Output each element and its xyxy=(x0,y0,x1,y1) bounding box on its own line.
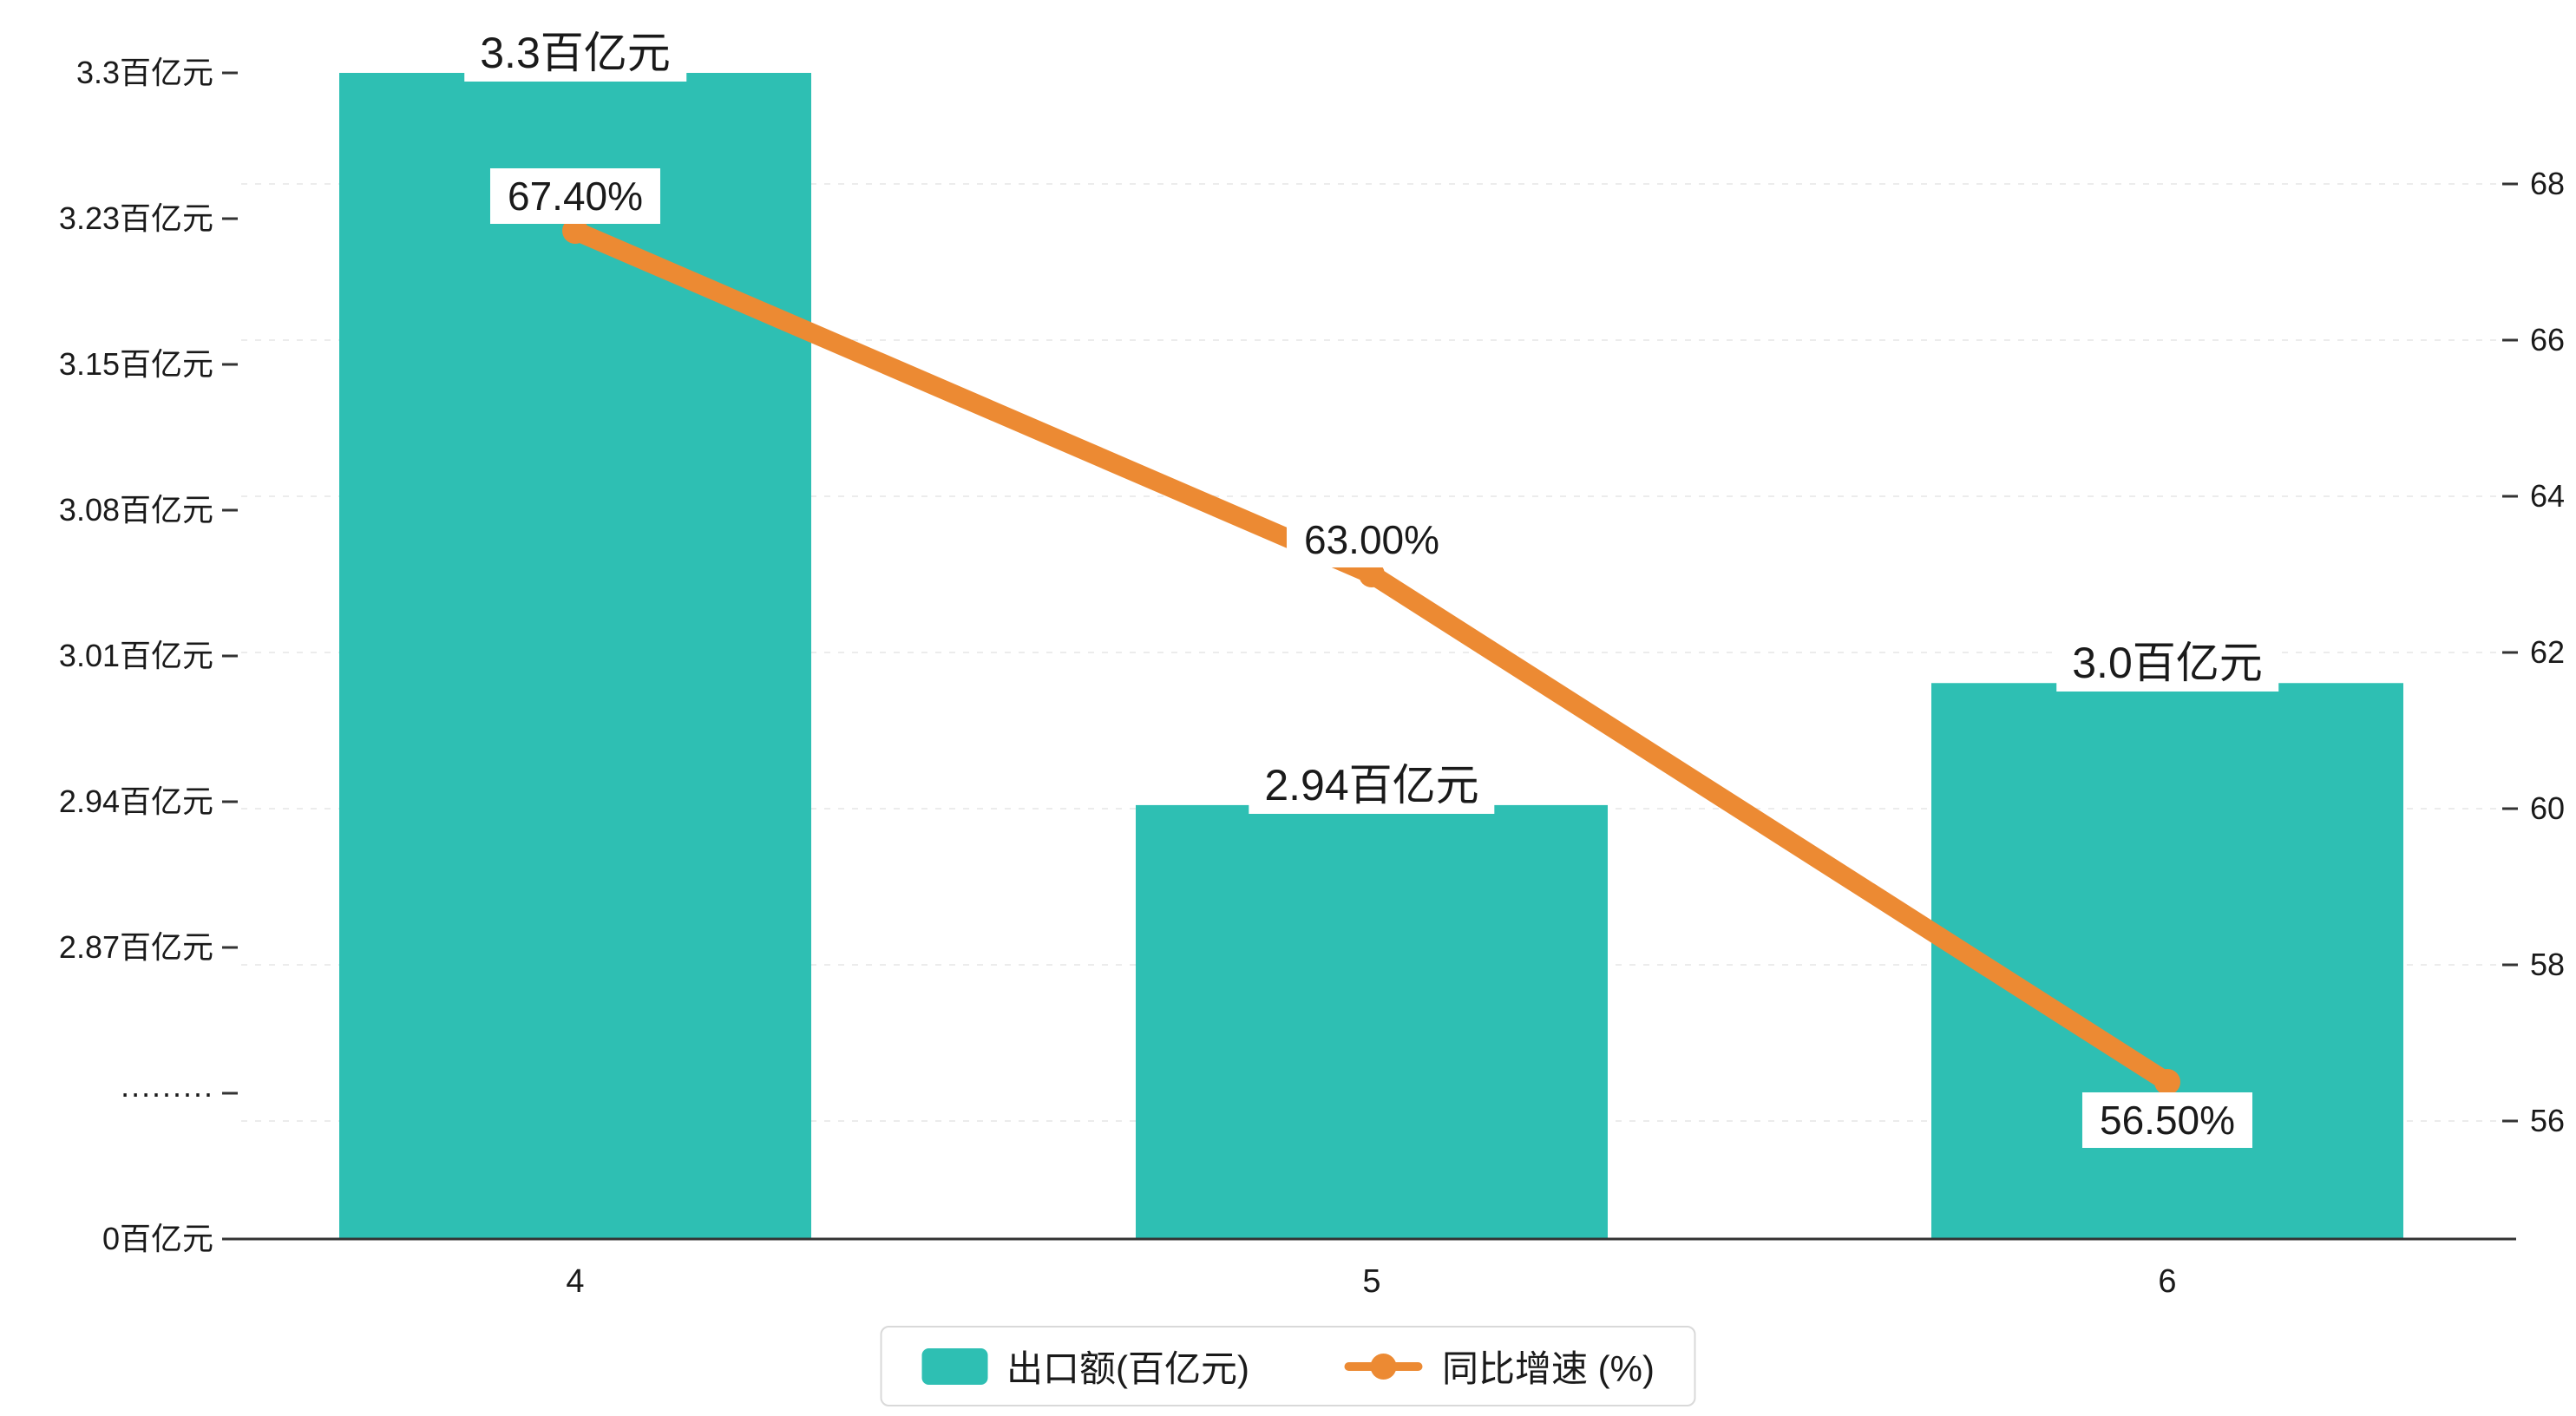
line-point-6[interactable] xyxy=(2154,1069,2180,1095)
line-legend-dot xyxy=(1370,1353,1397,1380)
line-point-4[interactable] xyxy=(562,218,588,244)
legend: 出口额(百亿元) 同比增速 (%) xyxy=(880,1326,1696,1406)
line-legend-marker xyxy=(1344,1348,1423,1385)
legend-item-growth[interactable]: 同比增速 (%) xyxy=(1344,1340,1655,1393)
legend-label-export: 出口额(百亿元) xyxy=(1006,1348,1249,1389)
legend-label-growth: 同比增速 (%) xyxy=(1441,1348,1655,1389)
line-point-5[interactable] xyxy=(1359,561,1385,587)
bar-4[interactable] xyxy=(339,73,811,1239)
bar-5[interactable] xyxy=(1136,804,1608,1239)
legend-item-export[interactable]: 出口额(百亿元) xyxy=(921,1340,1249,1393)
bar-legend-swatch xyxy=(921,1347,988,1385)
bar-6[interactable] xyxy=(1931,683,2403,1239)
